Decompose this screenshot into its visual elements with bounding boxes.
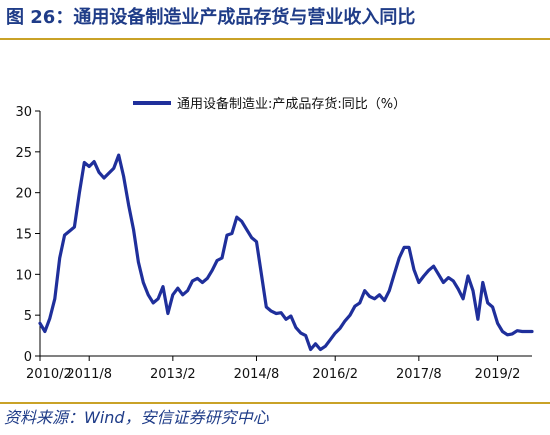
x-tick-label: 2010/2 [26, 367, 72, 382]
figure-title: 图 26：通用设备制造业产成品存货与营业收入同比 [6, 7, 416, 28]
x-tick-label: 2019/2 [475, 367, 521, 382]
y-tick-label: 5 [24, 309, 32, 324]
x-tick-label: 2017/8 [396, 367, 442, 382]
line-chart: 通用设备制造业:产成品存货:同比（%） 0510152025302010/220… [15, 96, 534, 382]
source-note: 资料来源：Wind，安信证券研究中心 [4, 408, 269, 427]
y-tick-label: 10 [15, 268, 32, 283]
legend-label: 通用设备制造业:产成品存货:同比（%） [177, 96, 406, 112]
title-divider [0, 38, 550, 40]
y-tick-label: 30 [15, 105, 32, 120]
y-tick-label: 15 [15, 228, 32, 243]
x-tick-label: 2016/2 [312, 367, 358, 382]
x-tick-label: 2013/2 [150, 367, 196, 382]
y-tick-label: 0 [24, 350, 32, 365]
legend: 通用设备制造业:产成品存货:同比（%） [133, 96, 406, 112]
y-tick-label: 20 [15, 187, 32, 202]
x-tick-label: 2011/8 [66, 367, 112, 382]
y-tick-label: 25 [15, 146, 32, 161]
series-line [38, 153, 534, 352]
x-tick-label: 2014/8 [234, 367, 280, 382]
footer-divider [0, 402, 550, 404]
